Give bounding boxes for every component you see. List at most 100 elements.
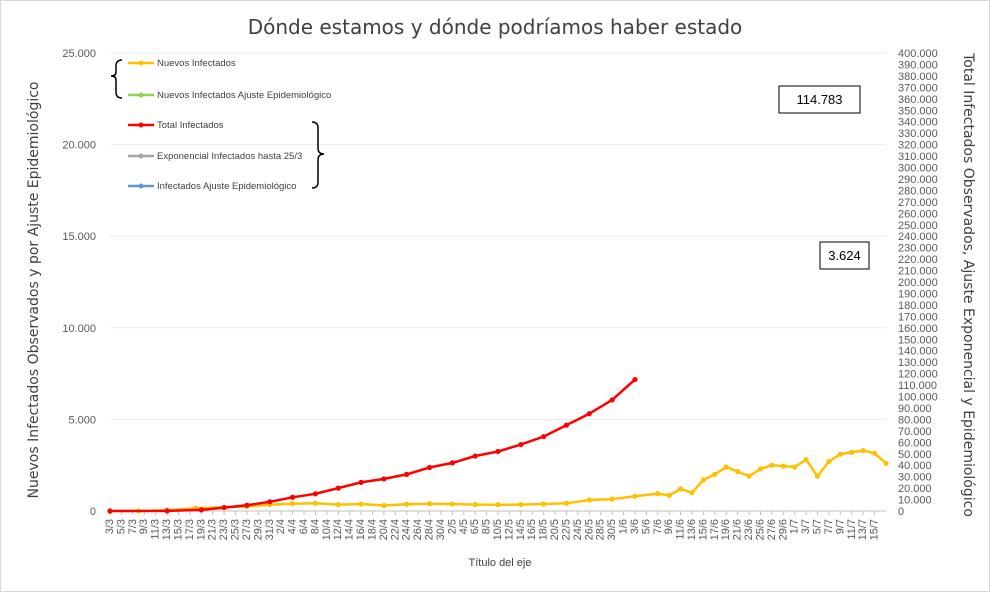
legend-label: Nuevos Infectados bbox=[157, 58, 236, 69]
data-point bbox=[837, 451, 843, 457]
x-tick-label: 19/6 bbox=[720, 519, 732, 540]
x-tick-label: 26/4 bbox=[412, 519, 424, 540]
data-point bbox=[426, 464, 433, 471]
x-tick-label: 9/6 bbox=[663, 519, 675, 534]
x-tick-label: 30/4 bbox=[435, 519, 447, 540]
x-tick-label: 21/3 bbox=[207, 519, 219, 540]
x-tick-label: 15/3 bbox=[172, 519, 184, 540]
series-nuevos-infectados bbox=[107, 447, 889, 514]
data-point bbox=[712, 471, 718, 477]
left-axis-ticks: 0 5.000 10.000 15.000 20.000 25.000 bbox=[62, 48, 96, 518]
callout-nuevos-value: 3.624 bbox=[828, 248, 861, 263]
y-axis-left-title: Nuevos Infectados Observados y por Ajust… bbox=[26, 82, 42, 499]
data-point bbox=[335, 485, 341, 491]
y-right-tick-label: 110.000 bbox=[898, 380, 937, 392]
y-right-tick-label: 170.000 bbox=[898, 311, 938, 323]
x-axis-ticks: 3/3 5/3 7/3 9/3 11/3 13/3 15/3 17/3 19/3 21/3 23/3… bbox=[104, 511, 881, 540]
right-axis-ticks: 010.00020.00030.00040.00050.00060.00070.… bbox=[898, 48, 938, 518]
y-right-tick-label: 230.000 bbox=[898, 243, 938, 255]
y-right-tick-label: 330.000 bbox=[898, 128, 938, 140]
legend-item-nuevos-infectados: Nuevos Infectados bbox=[128, 58, 236, 69]
data-point bbox=[358, 479, 364, 485]
x-tick-label: 5/3 bbox=[115, 519, 127, 534]
x-tick-label: 11/6 bbox=[675, 519, 687, 540]
y-right-tick-label: 130.000 bbox=[898, 357, 938, 369]
x-tick-label: 14/5 bbox=[515, 519, 527, 540]
x-tick-label: 29/3 bbox=[252, 519, 264, 540]
data-point bbox=[586, 411, 592, 417]
x-tick-label: 15/7 bbox=[869, 519, 881, 540]
x-tick-label: 22/5 bbox=[560, 519, 572, 540]
data-point bbox=[495, 502, 501, 508]
x-tick-label: 26/5 bbox=[583, 519, 595, 540]
data-point bbox=[541, 433, 547, 440]
x-tick-label: 29/6 bbox=[777, 519, 789, 540]
x-tick-label: 6/5 bbox=[469, 519, 481, 534]
x-tick-label: 19/3 bbox=[195, 519, 207, 540]
x-tick-label: 7/6 bbox=[652, 519, 664, 534]
chart-title: Dónde estamos y dónde podríamos haber es… bbox=[248, 15, 743, 39]
data-point bbox=[198, 507, 204, 513]
data-point bbox=[404, 471, 410, 477]
data-point bbox=[723, 464, 729, 470]
x-tick-label: 16/5 bbox=[526, 519, 538, 540]
legend-label: Infectados Ajuste Epidemiológico bbox=[157, 181, 296, 192]
x-tick-label: 18/5 bbox=[538, 519, 550, 540]
y-right-tick-label: 70.000 bbox=[898, 426, 932, 438]
x-tick-label: 16/4 bbox=[355, 519, 367, 540]
legend-item-ajuste-epidemiologico: Infectados Ajuste Epidemiológico bbox=[128, 181, 296, 192]
data-point bbox=[666, 492, 672, 499]
x-tick-label: 13/7 bbox=[857, 519, 869, 540]
y-right-tick-label: 370.000 bbox=[898, 82, 938, 94]
data-point bbox=[632, 493, 638, 499]
x-tick-label: 25/6 bbox=[754, 519, 766, 540]
data-point bbox=[871, 450, 878, 456]
y-right-tick-label: 0 bbox=[898, 506, 904, 518]
data-point bbox=[221, 504, 227, 511]
data-point bbox=[655, 490, 661, 497]
data-point bbox=[883, 460, 889, 466]
data-point bbox=[814, 473, 821, 479]
y-right-tick-label: 10.000 bbox=[898, 495, 932, 507]
callout-total-value: 114.783 bbox=[796, 92, 842, 107]
y-right-tick-label: 320.000 bbox=[898, 140, 938, 152]
y-right-tick-label: 240.000 bbox=[898, 231, 938, 243]
x-tick-label: 21/6 bbox=[732, 519, 744, 540]
x-tick-label: 11/7 bbox=[846, 519, 858, 540]
data-point bbox=[381, 502, 387, 509]
y-right-tick-label: 50.000 bbox=[898, 449, 932, 461]
y-right-tick-label: 190.000 bbox=[898, 288, 938, 300]
x-axis-title: Título del eje bbox=[469, 557, 532, 569]
data-point bbox=[632, 376, 638, 383]
data-point bbox=[289, 494, 296, 500]
data-point bbox=[472, 453, 478, 459]
y-right-tick-label: 380.000 bbox=[898, 71, 938, 83]
x-tick-label: 15/6 bbox=[697, 519, 709, 540]
x-tick-label: 9/3 bbox=[138, 519, 150, 534]
data-point bbox=[735, 469, 741, 475]
data-point bbox=[563, 422, 570, 428]
data-point bbox=[244, 502, 250, 508]
x-tick-label: 10/4 bbox=[321, 519, 333, 540]
y-right-tick-label: 390.000 bbox=[898, 59, 938, 71]
x-tick-label: 14/4 bbox=[344, 519, 356, 540]
x-tick-label: 2/5 bbox=[446, 519, 458, 534]
x-tick-label: 22/4 bbox=[389, 519, 401, 540]
data-point bbox=[449, 460, 455, 466]
x-tick-label: 5/7 bbox=[812, 519, 824, 534]
data-point bbox=[404, 501, 410, 507]
x-tick-label: 25/3 bbox=[230, 519, 242, 540]
data-point bbox=[792, 464, 798, 470]
y-right-tick-label: 80.000 bbox=[898, 414, 932, 426]
callout-total-infectados: 114.783 bbox=[778, 85, 861, 114]
x-tick-label: 10/5 bbox=[492, 519, 504, 540]
y-left-tick-label: 10.000 bbox=[62, 323, 96, 335]
y-right-tick-label: 90.000 bbox=[898, 403, 932, 415]
x-tick-label: 3/6 bbox=[629, 519, 641, 534]
x-tick-label: 28/4 bbox=[424, 519, 436, 540]
y-right-tick-label: 160.000 bbox=[898, 323, 938, 335]
y-right-tick-label: 120.000 bbox=[898, 369, 938, 381]
x-tick-label: 20/4 bbox=[378, 519, 390, 540]
data-point bbox=[586, 497, 592, 503]
